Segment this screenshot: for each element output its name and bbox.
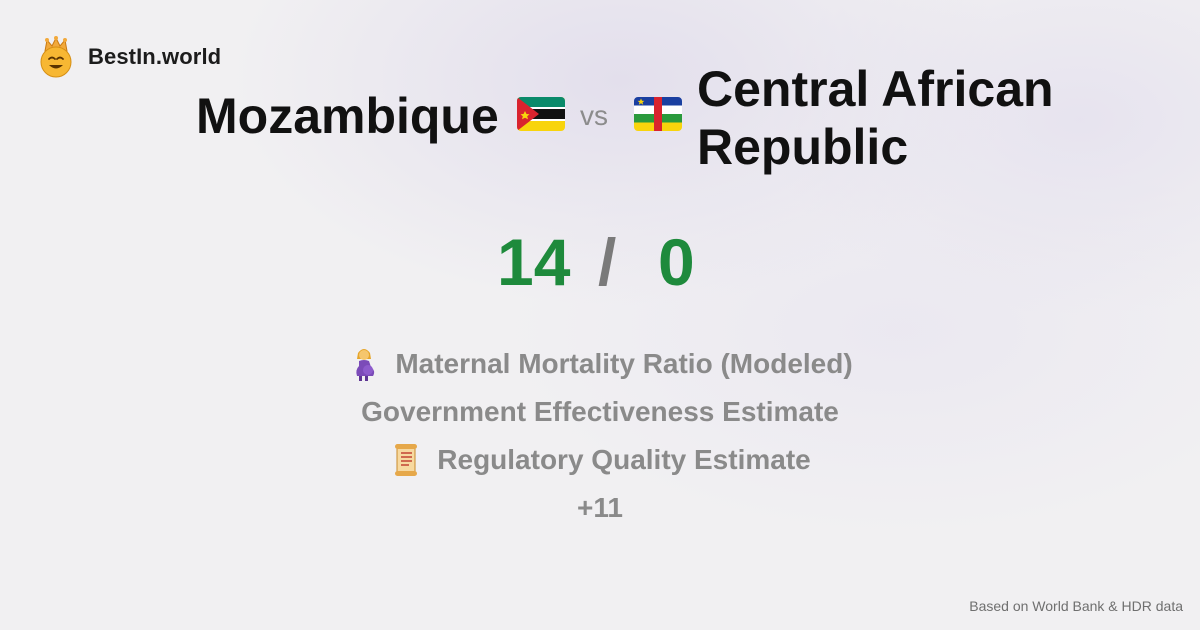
score-separator: /: [598, 225, 617, 299]
metric-item[interactable]: Regulatory Quality Estimate: [0, 436, 1200, 484]
right-country-name[interactable]: Central African Republic: [697, 61, 1054, 175]
central-african-republic-flag-icon: [634, 97, 682, 131]
metric-label: Maternal Mortality Ratio (Modeled): [395, 348, 853, 379]
scroll-icon: [389, 443, 423, 477]
metric-list: Maternal Mortality Ratio (Modeled) Gover…: [0, 340, 1200, 532]
score-display: 14 / 0: [0, 222, 1200, 302]
metric-label: +11: [577, 492, 623, 523]
crowned-smiley-icon: [38, 36, 74, 78]
left-score: 14: [497, 225, 571, 299]
comparison-title: Mozambique vs Central African Republic: [0, 60, 1200, 175]
right-score: 0: [658, 225, 695, 299]
metric-item[interactable]: Maternal Mortality Ratio (Modeled): [0, 340, 1200, 388]
left-country-name[interactable]: Mozambique: [196, 88, 499, 144]
metric-label: Government Effectiveness Estimate: [361, 396, 839, 427]
brand-logo-link[interactable]: BestIn.world: [38, 36, 221, 78]
vs-label: vs: [580, 100, 608, 131]
metric-item[interactable]: Government Effectiveness Estimate: [0, 388, 1200, 436]
pregnant-woman-icon: [347, 347, 381, 381]
brand-name: BestIn.world: [88, 44, 222, 69]
more-metrics-count[interactable]: +11: [0, 484, 1200, 532]
mozambique-flag-icon: [517, 97, 565, 131]
metric-label: Regulatory Quality Estimate: [437, 444, 811, 475]
data-source-note: Based on World Bank & HDR data: [969, 598, 1183, 614]
